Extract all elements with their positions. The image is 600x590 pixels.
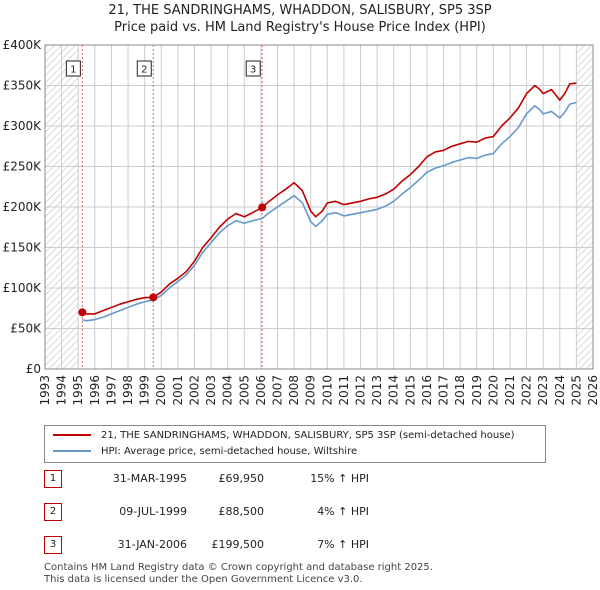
- x-tick-label: 2013: [370, 375, 384, 406]
- table-row: 3 31-JAN-2006 £199,500 7% ↑ HPI: [44, 536, 584, 554]
- x-tick-label: 2017: [437, 375, 451, 406]
- sale-marker-number: 2: [141, 65, 147, 76]
- x-tick-label: 1995: [71, 375, 85, 406]
- chart-subtitle: Price paid vs. HM Land Registry's House …: [114, 20, 486, 35]
- copyright-notice: Contains HM Land Registry data © Crown c…: [44, 562, 433, 573]
- x-tick-label: 2026: [586, 375, 600, 406]
- sale-marker-number: 3: [250, 65, 256, 76]
- y-tick-label: £250K: [3, 160, 43, 174]
- y-tick-label: £300K: [3, 119, 43, 133]
- x-tick-label: 2021: [503, 375, 517, 406]
- x-tick-label: 2014: [387, 375, 401, 406]
- x-tick-label: 2004: [221, 375, 235, 406]
- y-tick-label: £200K: [3, 200, 43, 214]
- x-tick-label: 2007: [270, 375, 284, 406]
- x-tick-label: 2005: [237, 375, 251, 406]
- y-tick-label: £350K: [3, 79, 43, 93]
- x-tick-label: 2010: [320, 375, 334, 406]
- x-tick-label: 2003: [204, 375, 218, 406]
- sale-date: 31-MAR-1995: [112, 472, 187, 485]
- x-tick-label: 1993: [38, 375, 52, 406]
- x-tick-label: 2022: [520, 375, 534, 406]
- hpi-line: [82, 101, 577, 322]
- y-tick-label: £400K: [3, 38, 43, 52]
- sale-number-badge: 3: [44, 536, 62, 554]
- y-tick-label: £50K: [10, 322, 42, 336]
- x-tick-label: 2001: [171, 375, 185, 406]
- legend-property-label: 21, THE SANDRINGHAMS, WHADDON, SALISBURY…: [101, 430, 515, 441]
- x-tick-label: 2002: [187, 375, 201, 406]
- sale-price: £88,500: [218, 505, 265, 518]
- x-tick-label: 1996: [88, 375, 102, 406]
- sale-number-badge: 2: [44, 503, 62, 521]
- legend-item-property: 21, THE SANDRINGHAMS, WHADDON, SALISBURY…: [53, 429, 515, 443]
- sale-hpi-change: 4% ↑ HPI: [317, 505, 369, 518]
- sale-price: £199,500: [211, 538, 265, 551]
- x-tick-label: 2024: [553, 375, 567, 406]
- sale-point: [149, 293, 158, 302]
- x-tick-label: 1997: [104, 375, 118, 406]
- chart-legend: 21, THE SANDRINGHAMS, WHADDON, SALISBURY…: [44, 425, 546, 463]
- x-tick-label: 2008: [287, 375, 301, 406]
- sale-number-badge: 1: [44, 470, 62, 488]
- plot-area-border: [44, 44, 594, 370]
- sale-marker-box: [136, 60, 152, 77]
- x-tick-label: 2009: [304, 375, 318, 406]
- legend-hpi-label: HPI: Average price, semi-detached house,…: [101, 446, 358, 457]
- sale-hpi-change: 15% ↑ HPI: [310, 472, 369, 485]
- sale-point: [258, 203, 267, 212]
- sale-marker-box: [245, 60, 261, 77]
- legend-item-hpi: HPI: Average price, semi-detached house,…: [53, 445, 357, 459]
- x-tick-label: 1999: [138, 375, 152, 406]
- x-tick-label: 1994: [55, 375, 69, 406]
- x-tick-label: 2012: [354, 375, 368, 406]
- chart-title: 21, THE SANDRINGHAMS, WHADDON, SALISBURY…: [108, 3, 492, 18]
- x-tick-label: 2015: [403, 375, 417, 406]
- table-row: 2 09-JUL-1999 £88,500 4% ↑ HPI: [44, 503, 584, 521]
- sale-hpi-change: 7% ↑ HPI: [317, 538, 369, 551]
- licence-notice: This data is licensed under the Open Gov…: [44, 574, 363, 585]
- table-row: 1 31-MAR-1995 £69,950 15% ↑ HPI: [44, 470, 584, 488]
- x-tick-label: 2016: [420, 375, 434, 406]
- y-tick-label: £100K: [3, 281, 43, 295]
- property-price-line: [82, 82, 577, 315]
- sale-price: £69,950: [218, 472, 265, 485]
- property-line-swatch: [53, 434, 91, 436]
- x-tick-label: 2011: [337, 375, 351, 406]
- sale-point: [78, 308, 87, 317]
- x-tick-label: 2023: [536, 375, 550, 406]
- y-tick-label: £0: [26, 362, 41, 376]
- sale-marker-box: [65, 60, 81, 77]
- hpi-line-swatch: [53, 450, 91, 452]
- x-tick-label: 2025: [569, 375, 583, 406]
- x-tick-label: 2019: [470, 375, 484, 406]
- sale-date: 31-JAN-2006: [117, 538, 187, 551]
- x-tick-label: 2000: [154, 375, 168, 406]
- y-tick-label: £150K: [3, 241, 43, 255]
- x-tick-label: 2006: [254, 375, 268, 406]
- sale-marker-number: 1: [70, 65, 76, 76]
- x-tick-label: 1998: [121, 375, 135, 406]
- price-chart: 1993 1994 1995 1996 1997 1998 1999 2000 2001 2002…: [3, 38, 600, 406]
- x-tick-label: 2018: [453, 375, 467, 406]
- sale-date: 09-JUL-1999: [119, 505, 187, 518]
- x-tick-label: 2020: [486, 375, 500, 406]
